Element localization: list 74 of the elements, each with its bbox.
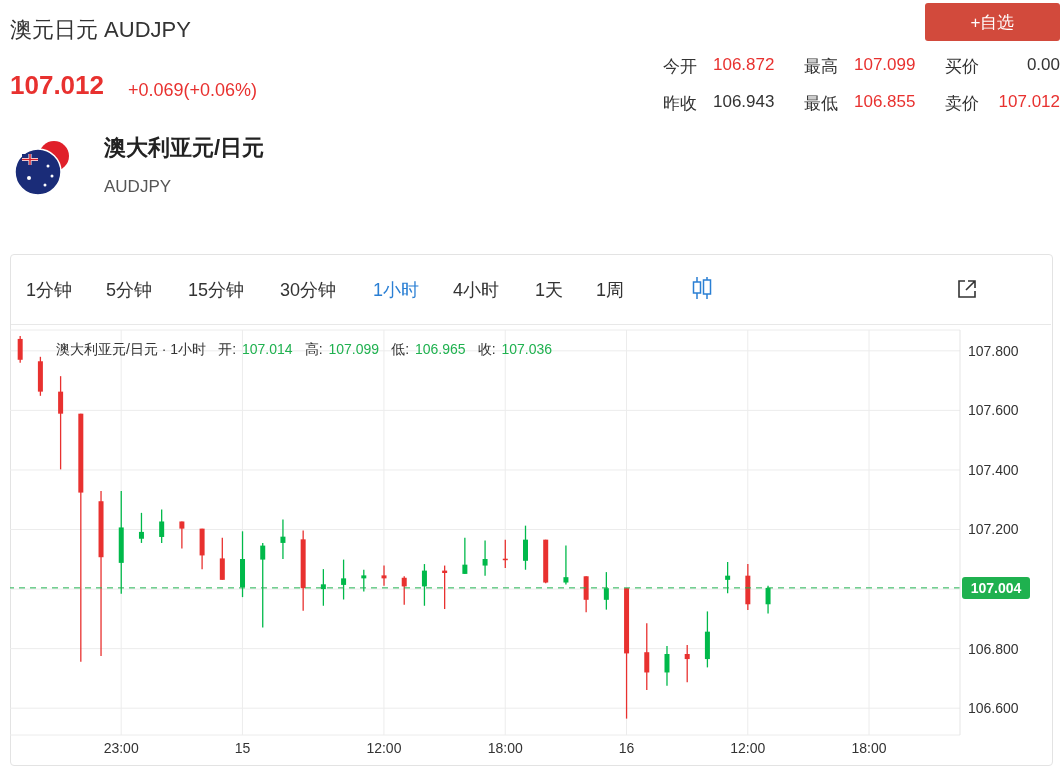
- text: 106.872: [713, 55, 775, 75]
- text: 107.012: [998, 92, 1060, 112]
- text: 106.855: [854, 92, 916, 112]
- annotation: 收:: [477, 341, 496, 359]
- text: 15分钟: [188, 279, 245, 302]
- y-tick-label: 106.800: [968, 640, 1019, 657]
- chart-title: 澳元日元 AUDJPY: [10, 16, 191, 44]
- candlestick: [159, 508, 165, 544]
- candlestick: [17, 335, 23, 364]
- x-tick-label: 15: [234, 739, 251, 756]
- candlestick: [482, 539, 488, 577]
- x-tick-label: 23:00: [103, 739, 139, 756]
- text: 1周: [596, 279, 625, 302]
- annotation: 107.099: [328, 341, 380, 359]
- text: 1天: [535, 279, 564, 302]
- x-tick-label: 18:00: [487, 739, 523, 756]
- candlestick: [644, 622, 650, 691]
- text: 30分钟: [280, 279, 337, 302]
- candlestick: [58, 375, 64, 471]
- text: 1小时: [373, 279, 420, 302]
- text: 0.00: [1026, 55, 1060, 75]
- text: 昨收: [663, 93, 697, 115]
- annotation: 开:: [218, 341, 237, 359]
- annotation: 高:: [304, 341, 323, 359]
- candlestick: [138, 512, 144, 544]
- candlestick: [421, 563, 427, 607]
- y-tick-label: 107.200: [968, 521, 1019, 538]
- x-tick-label: 18:00: [851, 739, 887, 756]
- candlestick: [523, 525, 528, 571]
- text: 107.099: [854, 55, 916, 75]
- x-tick-label: 12:00: [366, 739, 402, 756]
- y-tick-label: 107.600: [968, 402, 1019, 419]
- annotation: 106.965: [415, 341, 466, 359]
- text: 5分钟: [106, 279, 153, 302]
- y-tick-label: 106.600: [968, 700, 1019, 717]
- candlestick: [725, 561, 731, 594]
- candlestick: [280, 518, 286, 560]
- text: 106.943: [713, 92, 775, 112]
- text: 107.012: [10, 70, 104, 101]
- candlestick: [603, 571, 609, 611]
- x-tick-label: 12:00: [730, 739, 766, 756]
- annotation: 107.036: [501, 341, 553, 359]
- annotation: 澳大利亚元/日元 · 1小时: [56, 341, 207, 359]
- x-tick-label: 16: [618, 739, 635, 756]
- annotation: 低:: [391, 341, 410, 359]
- text: 4小时: [453, 279, 500, 302]
- text: AUDJPY: [104, 177, 172, 197]
- candlestick: [765, 585, 771, 615]
- y-tick-label: 107.800: [968, 342, 1019, 359]
- candlestick: [361, 569, 367, 593]
- text: 1分钟: [26, 279, 73, 302]
- candlestick: [664, 645, 670, 687]
- candlestick: [381, 564, 387, 587]
- text: 最低: [804, 93, 838, 115]
- text: 买价: [945, 56, 979, 78]
- text: 卖价: [945, 93, 979, 115]
- candlestick: [260, 542, 266, 629]
- annotation: 107.014: [242, 341, 293, 359]
- text: 澳大利亚元/日元: [104, 134, 265, 162]
- candlestick: [583, 575, 589, 613]
- y-tick-label: 107.400: [968, 461, 1019, 478]
- ref-line-label: 107.004: [970, 579, 1022, 596]
- text: +自选: [925, 3, 1060, 41]
- text: +0.069(+0.06%): [128, 80, 258, 101]
- text: 今开: [663, 56, 697, 78]
- candlestick: [462, 537, 468, 575]
- candlestick: [684, 644, 690, 683]
- candlestick: [219, 537, 225, 581]
- candlestick: [563, 544, 569, 586]
- candlestick: [401, 575, 407, 606]
- text: 最高: [804, 56, 838, 78]
- candlestick: [320, 568, 326, 607]
- candlestick: [341, 558, 347, 601]
- candlestick: [179, 520, 185, 550]
